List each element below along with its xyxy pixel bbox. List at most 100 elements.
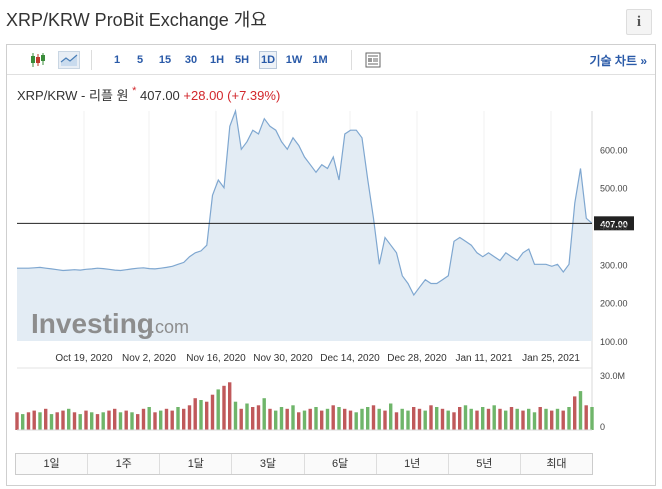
volume-bar (233, 401, 238, 430)
volume-bar (182, 408, 186, 430)
volume-bar (573, 396, 577, 430)
volume-bar (130, 412, 134, 430)
volume-bar (256, 405, 261, 430)
volume-bar (285, 408, 289, 430)
x-tick-label: Nov 30, 2020 (253, 353, 313, 364)
chart-widget: 1 5 15 30 1H 5H 1D 1W 1M 기술 차트 » XRP/KRW - 리플 원 … (6, 44, 656, 486)
y-tick-label: 400.00 (600, 222, 628, 232)
volume-bar (406, 410, 410, 430)
volume-bar (124, 410, 128, 430)
toolbar-divider (351, 50, 352, 70)
volume-bar (159, 410, 163, 430)
volume-bar (44, 408, 48, 430)
volume-bar (297, 412, 301, 430)
volume-bar (527, 408, 531, 430)
volume-bar (49, 414, 54, 430)
volume-bar (118, 412, 123, 430)
volume-bar (113, 408, 117, 430)
range-button[interactable]: 1주 (88, 454, 161, 474)
y-tick-label: 300.00 (600, 260, 628, 270)
quote-line: XRP/KRW - 리플 원 * 407.00 +28.00 (+7.39%) (17, 85, 280, 104)
volume-bar (141, 408, 146, 430)
volume-bar (475, 410, 479, 430)
volume-bar (452, 412, 456, 430)
price-chart[interactable]: Investing.com407.00600.00500.00400.00300… (7, 45, 655, 450)
volume-bar (423, 410, 427, 430)
volume-bar (274, 410, 278, 430)
volume-bar (446, 410, 450, 430)
watermark-suffix: .com (150, 317, 189, 337)
volume-bar (394, 412, 399, 430)
volume-bar (21, 414, 25, 430)
volume-bar (429, 405, 433, 430)
area-chart-icon[interactable] (58, 51, 80, 69)
timeframe-button[interactable]: 5 (136, 54, 144, 66)
current-price-label: 407.00 (600, 219, 628, 229)
watermark-logo: Investing (31, 308, 154, 339)
volume-bar (239, 408, 243, 430)
range-button[interactable]: 3달 (232, 454, 305, 474)
volume-bar (498, 408, 502, 430)
volume-bar (504, 410, 508, 430)
volume-bar (440, 408, 445, 430)
timeframe-button[interactable]: 15 (158, 54, 172, 66)
x-tick-label: Dec 28, 2020 (387, 353, 447, 364)
range-button[interactable]: 6달 (304, 454, 377, 474)
volume-bar (302, 410, 307, 430)
range-button[interactable]: 5년 (448, 454, 521, 474)
y-tick-label: 100.00 (600, 337, 628, 347)
live-marker: * (132, 85, 137, 97)
volume-bar (176, 407, 180, 430)
volume-bar (584, 405, 588, 430)
range-button[interactable]: 1년 (376, 454, 449, 474)
volume-bar (561, 410, 565, 430)
volume-bar (435, 407, 439, 430)
volume-bar (550, 410, 554, 430)
volume-bar (84, 410, 88, 430)
timeframe-button[interactable]: 1W (285, 54, 303, 66)
timeframe-button[interactable]: 1M (312, 54, 328, 66)
range-selector: 1일 1주 1달 3달 6달 1년 5년 최대 (15, 453, 593, 475)
volume-bar (205, 401, 209, 430)
volume-bar (32, 410, 36, 430)
volume-bar (590, 407, 594, 430)
volume-axis-zero-label: 0 (600, 422, 605, 432)
volume-bar (515, 408, 519, 430)
timeframe-button[interactable]: 5H (234, 54, 250, 66)
news-icon[interactable] (363, 51, 385, 69)
volume-bar (262, 398, 266, 430)
volume-bar (331, 405, 335, 430)
volume-bar (492, 405, 496, 430)
volume-bar (245, 403, 249, 430)
volume-bar (314, 407, 318, 430)
volume-bar (509, 407, 514, 430)
timeframe-button[interactable]: 1D (259, 51, 277, 69)
volume-bar (383, 410, 387, 430)
range-button[interactable]: 1달 (160, 454, 233, 474)
volume-bar (377, 408, 381, 430)
volume-bar (153, 412, 157, 430)
volume-bar (216, 389, 220, 430)
page-title: XRP/KRW ProBit Exchange 개요 (6, 10, 267, 30)
volume-bar (354, 412, 358, 430)
volume-bar (417, 408, 422, 430)
timeframe-button[interactable]: 1 (113, 54, 121, 66)
volume-bar (486, 408, 491, 430)
timeframe-button[interactable]: 30 (184, 54, 198, 66)
volume-bar (481, 407, 485, 430)
volume-bar (279, 407, 284, 430)
volume-bar (147, 407, 151, 430)
volume-bar (337, 407, 341, 430)
price-change: +28.00 (183, 88, 224, 103)
x-tick-label: Dec 14, 2020 (320, 353, 380, 364)
candlestick-icon[interactable] (27, 51, 49, 69)
volume-bar (521, 410, 525, 430)
y-tick-label: 500.00 (600, 184, 628, 194)
info-icon[interactable]: i (626, 9, 652, 35)
technical-chart-link[interactable]: 기술 차트 » (589, 54, 647, 68)
y-tick-label: 600.00 (600, 145, 628, 155)
timeframe-button[interactable]: 1H (209, 54, 225, 66)
range-button[interactable]: 최대 (520, 454, 592, 474)
volume-axis-max-label: 30.0M (600, 371, 625, 381)
range-button[interactable]: 1일 (16, 454, 89, 474)
